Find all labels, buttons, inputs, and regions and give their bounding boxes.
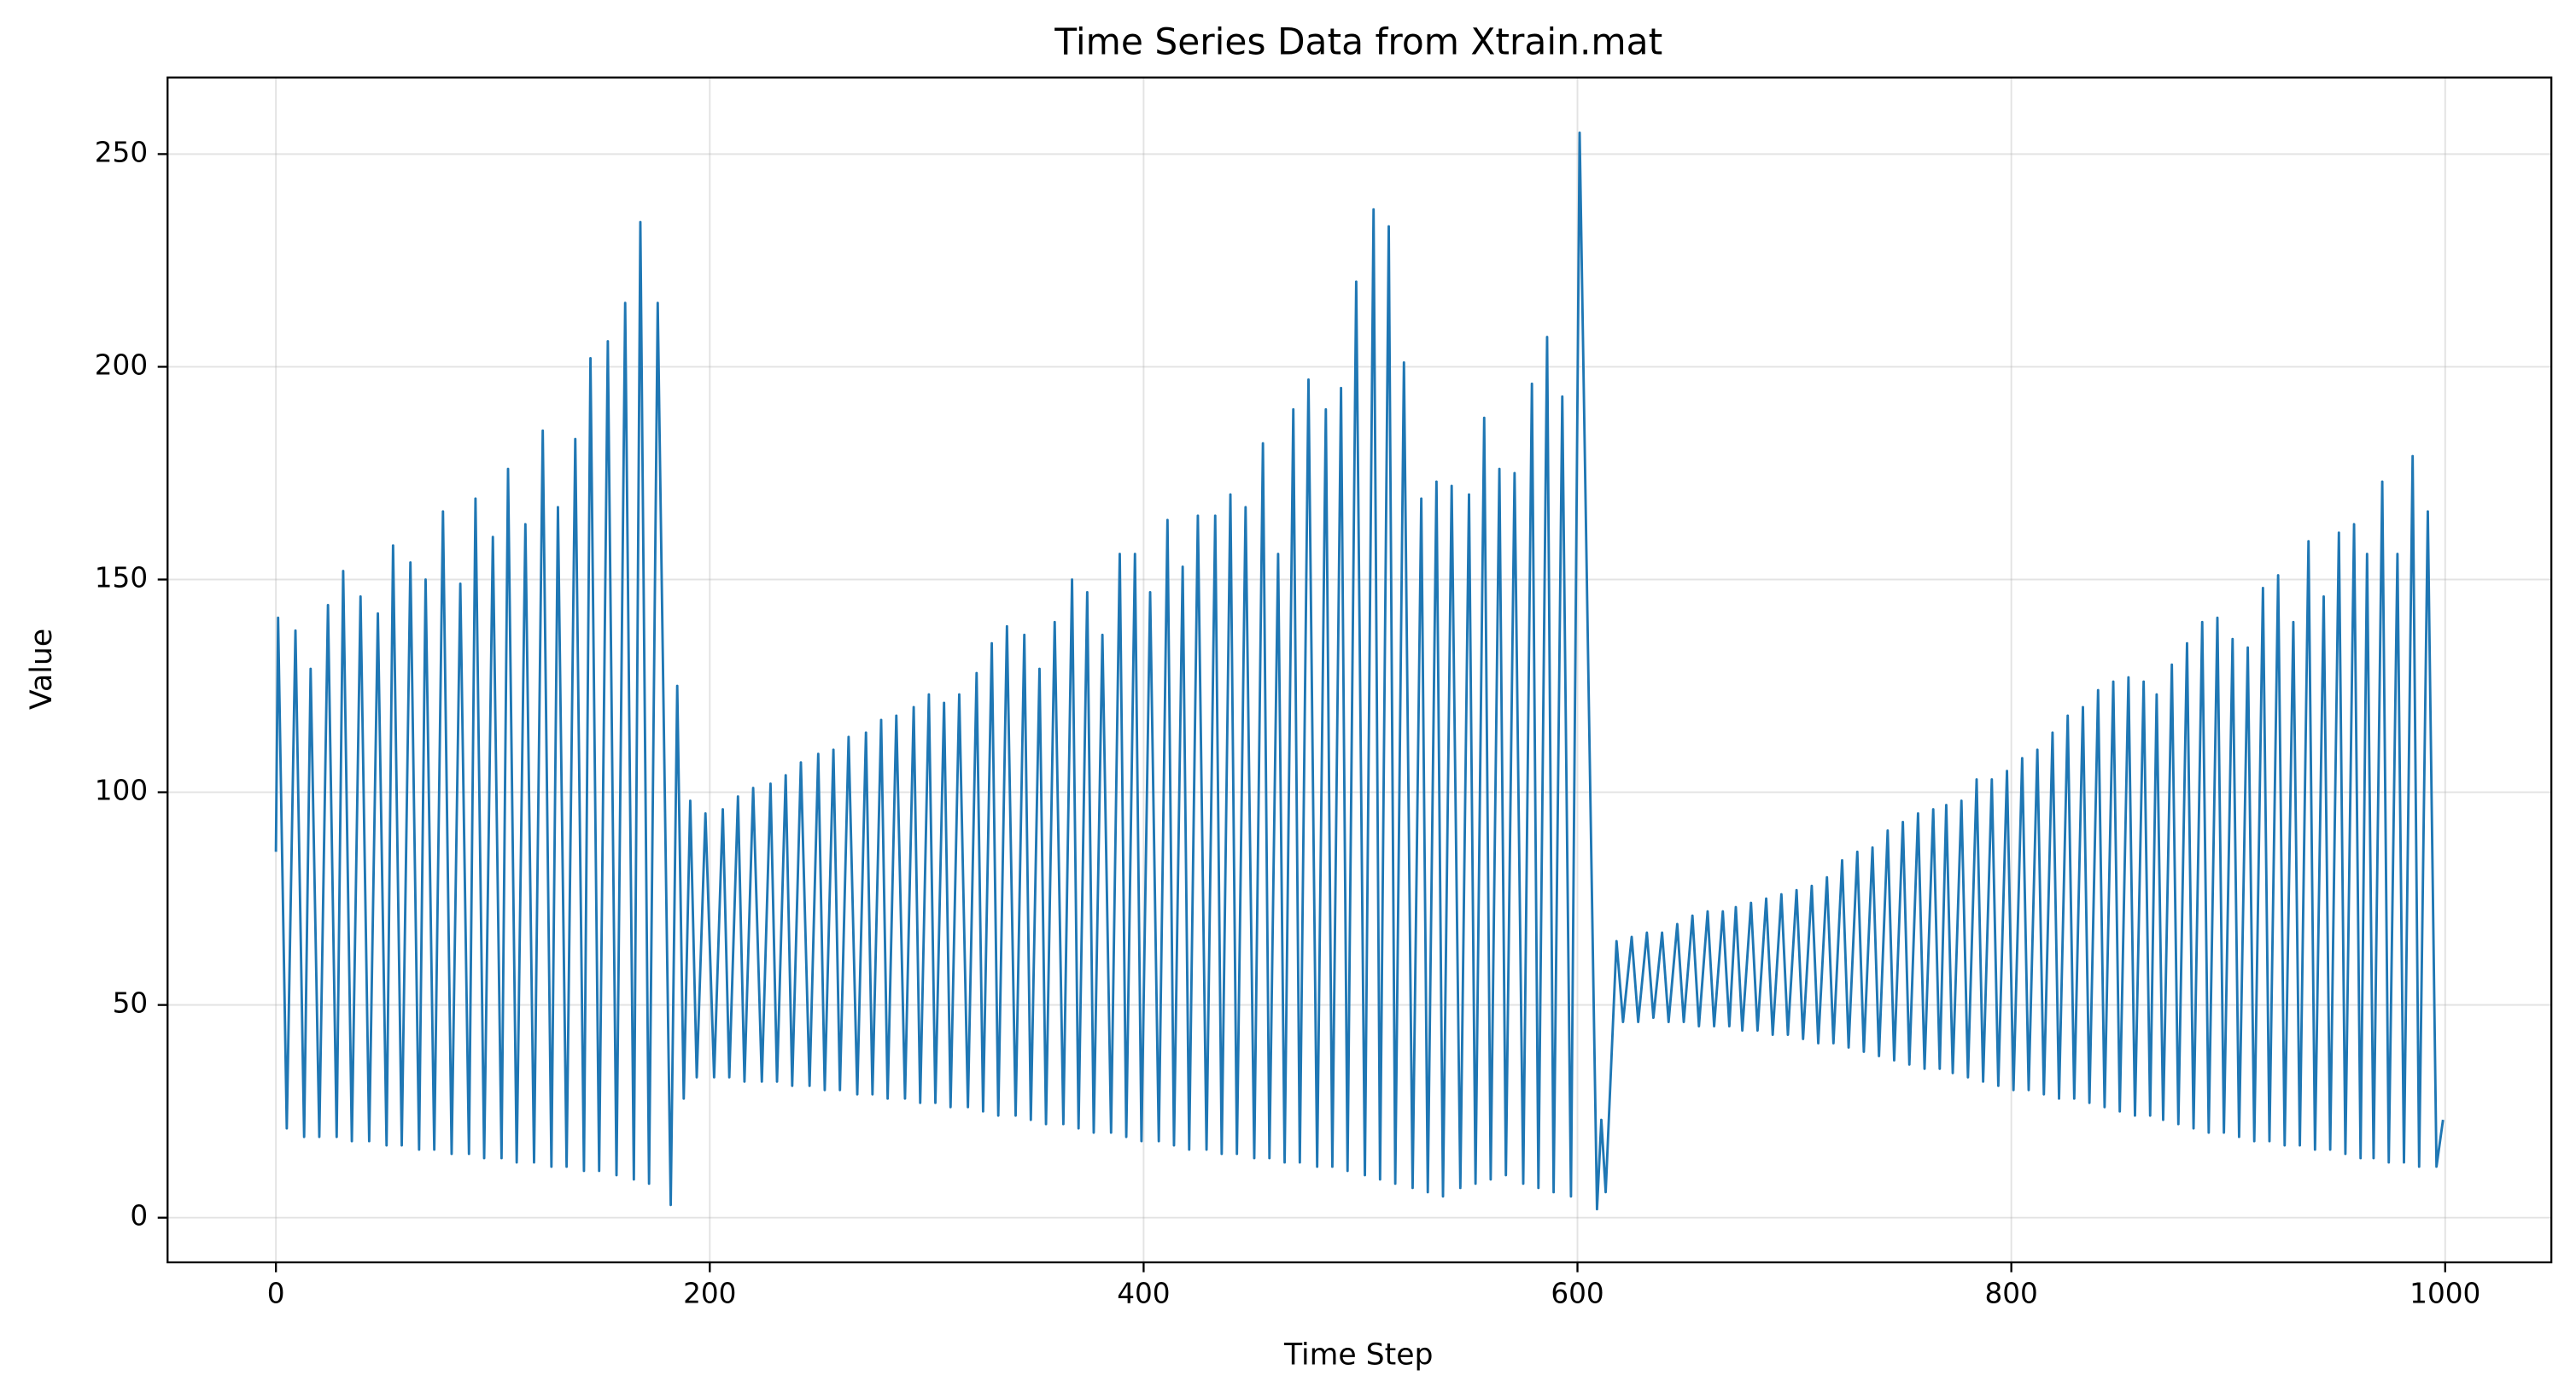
- y-tick-label: 200: [95, 348, 148, 381]
- y-tick-label: 0: [130, 1200, 148, 1232]
- plot-frame: [166, 76, 2553, 1264]
- y-tick-label: 150: [95, 562, 148, 594]
- x-tick-label: 800: [1984, 1277, 2037, 1309]
- x-tick-label: 0: [267, 1277, 285, 1309]
- grid: [167, 77, 2552, 1263]
- plot-area: [274, 132, 2445, 1211]
- y-tick-label: 50: [113, 987, 149, 1020]
- x-axis-label: Time Step: [1283, 1338, 1434, 1373]
- x-tick-label: 200: [683, 1277, 736, 1309]
- chart-title: Time Series Data from Xtrain.mat: [1054, 21, 1662, 63]
- y-axis-label: Value: [25, 629, 59, 710]
- x-tick-label: 1000: [2410, 1277, 2480, 1309]
- y-tick-label: 250: [95, 136, 148, 168]
- x-tick-label: 400: [1117, 1277, 1170, 1309]
- x-tick-label: 600: [1551, 1277, 1603, 1309]
- y-tick-label: 100: [95, 775, 148, 807]
- data-line: [274, 132, 2445, 1211]
- axes: 0 200 400 600 800 1000 0 50 100 150 200 250: [95, 136, 2481, 1309]
